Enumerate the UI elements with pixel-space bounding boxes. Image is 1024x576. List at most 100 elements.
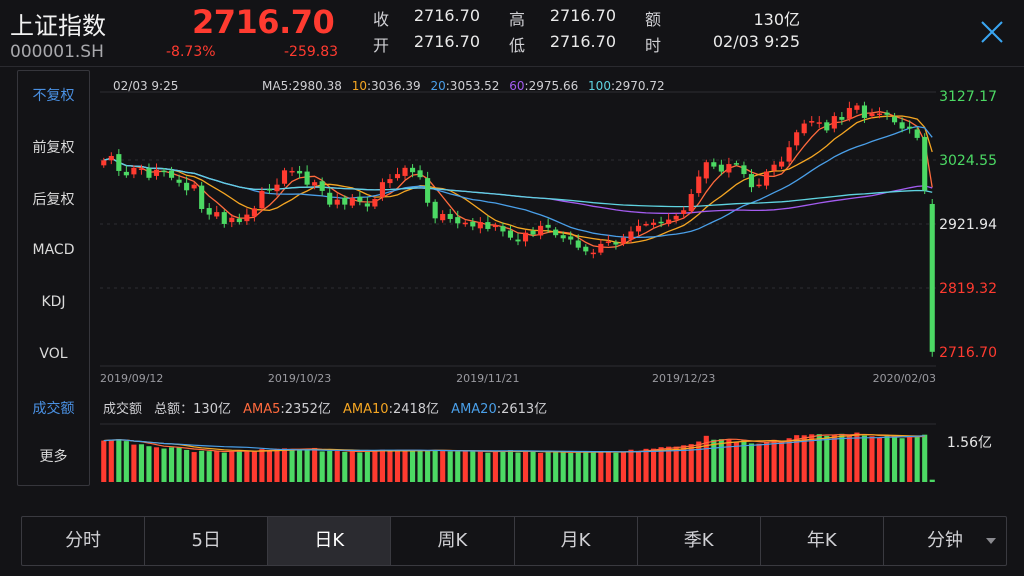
- sidebar-item-turnover[interactable]: 成交额: [32, 401, 75, 417]
- candle-body: [199, 185, 205, 209]
- candle-body: [696, 176, 702, 194]
- candle-body: [153, 169, 160, 176]
- cursor-time: 02/03 9:25: [113, 79, 179, 93]
- candle-body: [892, 116, 898, 123]
- candle-body: [229, 217, 235, 223]
- candle-body: [620, 237, 627, 244]
- candle-body: [146, 168, 152, 178]
- ma100-value: :2970.72: [610, 79, 665, 93]
- volume-bar: [907, 437, 913, 482]
- candle-body: [748, 174, 755, 188]
- header-divider: [0, 66, 1024, 67]
- close-icon[interactable]: [978, 18, 1006, 46]
- candle-body: [462, 222, 468, 225]
- volume-bar: [620, 452, 627, 482]
- price-tick-label: 3127.17: [939, 89, 997, 105]
- quote-value-high: 2716.70: [549, 6, 616, 25]
- candle-body: [507, 230, 514, 238]
- tab-quarterly-k[interactable]: 季K: [638, 517, 761, 565]
- volume-bar: [884, 435, 890, 482]
- volume-bar: [440, 450, 446, 482]
- volume-bar: [455, 451, 461, 482]
- candle-body: [108, 155, 114, 161]
- date-axis: 2019/09/12 2019/10/23 2019/11/21 2019/12/23…: [100, 372, 936, 385]
- tab-weekly-k[interactable]: 周K: [391, 517, 515, 565]
- ma10-value: :3036.39: [366, 79, 421, 93]
- candle-body: [666, 219, 672, 224]
- candle-body: [922, 136, 928, 191]
- sidebar-item-more[interactable]: 更多: [39, 449, 68, 465]
- volume-bar: [251, 451, 257, 482]
- volume-bar: [869, 436, 875, 482]
- volume-bar: [387, 450, 393, 482]
- sidebar-item-kdj[interactable]: KDJ: [41, 294, 66, 310]
- candle-body: [929, 204, 935, 352]
- tab-intraday[interactable]: 分时: [22, 517, 146, 565]
- candle-body: [372, 199, 378, 207]
- volume-bar: [379, 449, 385, 482]
- volume-bar: [628, 449, 634, 482]
- sidebar-item-vol[interactable]: VOL: [39, 346, 68, 362]
- volume-bar: [244, 451, 250, 482]
- sidebar-item-macd[interactable]: MACD: [32, 242, 75, 258]
- volume-bar: [146, 446, 152, 482]
- volume-bar: [914, 435, 920, 482]
- candle-body: [409, 167, 416, 173]
- candle-body: [598, 243, 604, 253]
- date-tick-label: 2019/09/12: [100, 372, 163, 385]
- tab-minute-label: 分钟: [926, 530, 963, 551]
- tab-5day[interactable]: 5日: [145, 517, 269, 565]
- volume-bar: [613, 452, 619, 482]
- candle-body: [379, 182, 385, 198]
- volume-bar: [206, 451, 212, 482]
- volume-bar: [553, 452, 559, 482]
- candle-body: [643, 223, 649, 226]
- candle-body: [809, 121, 815, 123]
- candle-body: [771, 164, 777, 171]
- ama20-line: [103, 435, 925, 453]
- volume-bar: [266, 450, 273, 482]
- volume-bar: [643, 448, 649, 482]
- candle-body: [387, 179, 393, 184]
- quote-label-low: 低: [509, 36, 526, 55]
- quote-value-open: 2716.70: [413, 32, 480, 51]
- ma-legend: MA5:2980.38 10:3036.39 20:3053.52 60:297…: [262, 79, 665, 93]
- volume-bar: [673, 446, 679, 482]
- tab-monthly-k[interactable]: 月K: [515, 517, 638, 565]
- volume-bar: [583, 451, 589, 482]
- sidebar-item-no-adjust[interactable]: 不复权: [32, 88, 75, 104]
- date-tick-label: 2019/11/21: [456, 372, 519, 385]
- candle-body: [131, 167, 137, 175]
- quote-label-open: 开: [373, 36, 390, 55]
- volume-bar: [229, 451, 235, 482]
- kline-chart[interactable]: 3127.17 3024.55 2921.94 2819.32 2716.70 2019…: [0, 0, 1024, 510]
- candle-body: [312, 182, 318, 186]
- candle-body: [236, 218, 242, 223]
- candle-body: [703, 162, 709, 179]
- ama20-label: AMA20: [451, 402, 497, 417]
- candle-body: [673, 215, 679, 220]
- ma60-line: [103, 157, 933, 215]
- candle-body: [425, 178, 431, 203]
- volume-bar: [297, 449, 303, 482]
- volume-legend: 成交额 总额：130亿 AMA5:2352亿 AMA10:2418亿 AMA20…: [103, 398, 547, 417]
- candle-body: [756, 184, 762, 187]
- candle-body: [259, 190, 265, 209]
- moving-average-lines: [103, 111, 933, 249]
- candle-body: [319, 181, 325, 191]
- candle-body: [357, 196, 363, 202]
- tab-minute[interactable]: 分钟: [884, 517, 1006, 565]
- price-tick-label: 2819.32: [939, 281, 997, 297]
- sidebar-item-forward-adjust[interactable]: 前复权: [32, 140, 75, 156]
- tab-daily-k[interactable]: 日K: [268, 517, 392, 565]
- volume-bar: [899, 438, 905, 482]
- candle-body: [651, 222, 657, 225]
- sidebar-item-backward-adjust[interactable]: 后复权: [32, 192, 75, 208]
- candle-body: [244, 214, 250, 222]
- quote-label-time: 时: [645, 36, 662, 55]
- volume-bar: [500, 450, 506, 482]
- tab-yearly-k[interactable]: 年K: [761, 517, 884, 565]
- candle-body: [568, 236, 574, 240]
- volume-average-lines: [103, 433, 925, 453]
- volume-axis: 1.56亿: [947, 435, 992, 451]
